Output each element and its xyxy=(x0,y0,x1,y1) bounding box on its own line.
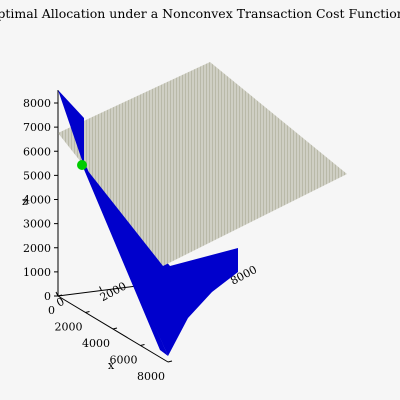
z-tick-label: 5000 xyxy=(23,169,51,182)
z-tick-label: 4000 xyxy=(23,194,51,207)
y-tick-label: 2000 xyxy=(98,280,129,305)
z-tick-label: 1000 xyxy=(23,266,51,279)
x-tick-label: 2000 xyxy=(55,321,83,334)
x-tick-mark xyxy=(112,327,118,330)
x-tick-label: 4000 xyxy=(82,337,110,350)
y-tick-mark xyxy=(99,286,102,291)
allocation-plane xyxy=(58,62,347,266)
x-tick-mark xyxy=(85,311,90,313)
x-tick-label: 6000 xyxy=(110,354,138,367)
y-tick-label: 0 xyxy=(54,295,66,310)
z-axis-label: z xyxy=(22,195,28,208)
z-tick-label: 6000 xyxy=(23,145,51,158)
chart-title: Optimal Allocation under a Nonconvex Tra… xyxy=(0,6,400,21)
z-tick-label: 8000 xyxy=(23,97,51,110)
x-axis-label: x xyxy=(108,359,115,372)
z-tick-label: 2000 xyxy=(23,242,51,255)
z-tick-label: 0 xyxy=(44,290,51,303)
z-tick-group: 0 1000 2000 3000 4000 5000 6000 7000 8000 xyxy=(23,97,58,303)
cost-surface-front xyxy=(80,160,168,356)
x-tick-label: 8000 xyxy=(137,370,165,383)
z-tick-label: 7000 xyxy=(23,121,51,134)
x-tick-mark xyxy=(140,344,145,346)
x-tick-mark xyxy=(167,360,173,363)
y-tick-mark xyxy=(55,291,59,297)
x-tick-label: 0 xyxy=(48,304,55,317)
z-tick-label: 3000 xyxy=(23,218,51,231)
optimum-point-marker xyxy=(77,160,87,170)
cost-surface-upper xyxy=(58,90,84,166)
